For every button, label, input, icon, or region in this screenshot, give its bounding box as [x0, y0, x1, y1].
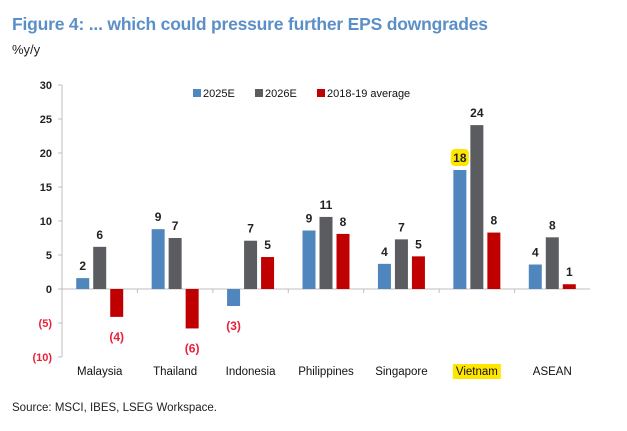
y-tick-label: (5)	[39, 318, 53, 330]
data-label: 24	[470, 106, 484, 120]
y-tick-label: 15	[40, 182, 52, 194]
data-label: 5	[415, 237, 422, 251]
legend: 2025E 2026E 2018-19 average	[193, 88, 410, 100]
label-highlight	[450, 149, 469, 166]
bar-2025e-philippines	[302, 230, 316, 289]
data-label: 18	[453, 151, 467, 165]
category-label: Thailand	[153, 366, 197, 378]
y-tick-label: 25	[40, 114, 52, 126]
category-label: Singapore	[375, 366, 427, 378]
y-tick-label: 30	[40, 80, 52, 92]
data-label: 1	[566, 265, 573, 279]
source-note: Source: MSCI, IBES, LSEG Workspace.	[12, 402, 217, 414]
bar-2018-19-average-asean	[562, 284, 576, 289]
bar-2025e-vietnam	[453, 170, 467, 289]
bar-2018-19-average-indonesia	[261, 257, 275, 289]
bar-2026e-thailand	[168, 238, 182, 289]
legend-label: 2018-19 average	[327, 88, 410, 100]
bar-2018-19-average-thailand	[185, 289, 199, 329]
category-label: ASEAN	[533, 366, 572, 378]
bar-2026e-philippines	[319, 216, 333, 289]
data-label: 7	[398, 220, 405, 234]
category-labels: Malaysia Thailand Indonesia Philippines Sing…	[77, 364, 572, 379]
bar-2025e-asean	[528, 264, 542, 289]
y-tick-label: 10	[40, 216, 52, 228]
data-label: (4)	[109, 330, 124, 344]
bar-2025e-singapore	[377, 263, 391, 289]
data-label: 4	[532, 246, 539, 260]
legend-label: 2026E	[265, 88, 297, 100]
data-label: 7	[247, 222, 254, 236]
bar-2018-19-average-philippines	[336, 233, 350, 289]
legend-swatch	[193, 89, 201, 97]
data-label: 8	[549, 218, 556, 232]
data-label: 7	[172, 219, 179, 233]
y-axis-unit-label: %y/y	[12, 42, 41, 57]
bar-2026e-singapore	[394, 239, 408, 289]
y-tick-label: (10)	[32, 352, 52, 364]
bar-2026e-indonesia	[244, 240, 258, 289]
bar-2018-19-average-singapore	[411, 256, 425, 289]
data-label: (3)	[226, 319, 241, 333]
y-tick-label: 5	[46, 250, 52, 262]
data-label: 8	[491, 214, 498, 228]
bar-2018-19-average-malaysia	[110, 289, 124, 317]
bar-2026e-vietnam	[470, 125, 484, 290]
legend-label: 2025E	[203, 88, 235, 100]
data-label: 5	[264, 238, 271, 252]
bar-2026e-asean	[545, 237, 559, 289]
bar-2025e-indonesia	[227, 289, 241, 306]
bar-2026e-malaysia	[93, 246, 107, 289]
category-label: Indonesia	[226, 366, 276, 378]
legend-swatch	[255, 89, 263, 97]
category-label: Malaysia	[77, 366, 123, 378]
data-label: 8	[340, 215, 347, 229]
bar-2025e-thailand	[151, 229, 165, 289]
bar-2025e-malaysia	[76, 278, 90, 289]
data-label: 11	[320, 198, 333, 212]
y-tick-label: 20	[40, 148, 52, 160]
data-label: 9	[155, 210, 162, 224]
category-label: Vietnam	[456, 366, 498, 378]
data-label: 9	[306, 212, 313, 226]
chart-title: Figure 4: ... which could pressure furth…	[12, 14, 488, 34]
data-label: 4	[381, 245, 388, 259]
legend-swatch	[317, 89, 325, 97]
category-highlight	[452, 364, 501, 379]
bars	[76, 125, 576, 329]
category-label: Philippines	[298, 366, 354, 378]
data-label: 6	[96, 228, 103, 242]
y-tick-label: 0	[46, 284, 52, 296]
bar-2018-19-average-vietnam	[487, 232, 501, 289]
data-label: (6)	[185, 341, 200, 355]
data-label: 2	[79, 259, 86, 273]
